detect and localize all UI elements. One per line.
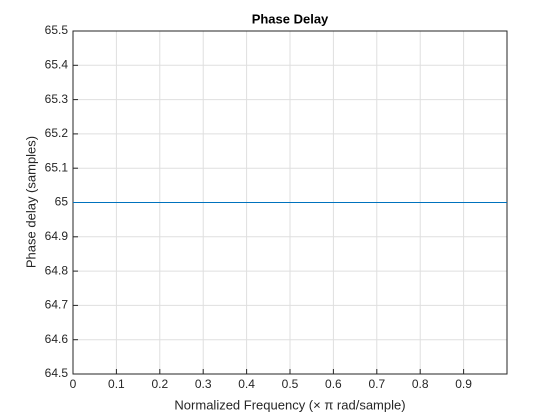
x-tick-label: 0.3 [195, 377, 212, 391]
x-axis-label: Normalized Frequency (× π rad/sample) [174, 397, 405, 412]
x-tick-label: 0.4 [238, 377, 255, 391]
x-tick-label: 0.8 [412, 377, 429, 391]
y-tick-label: 64.7 [45, 298, 69, 312]
x-tick-label: 0.5 [282, 377, 299, 391]
y-tick-label: 64.5 [45, 366, 69, 380]
x-tick-label: 0.1 [108, 377, 125, 391]
y-tick-label: 65.3 [45, 92, 69, 106]
y-tick-label: 65.1 [45, 160, 69, 174]
y-tick-label: 64.8 [45, 263, 69, 277]
x-tick-label: 0.6 [325, 377, 342, 391]
y-tick-label: 64.6 [45, 332, 69, 346]
x-tick-label: 0.2 [151, 377, 168, 391]
y-tick-label: 65 [55, 195, 69, 209]
y-tick-label: 64.9 [45, 229, 69, 243]
chart-title: Phase Delay [252, 11, 329, 26]
x-tick-label: 0.9 [455, 377, 472, 391]
y-tick-label: 65.4 [45, 57, 69, 71]
x-tick-label: 0 [70, 377, 77, 391]
y-tick-label: 65.2 [45, 126, 69, 140]
x-tick-label: 0.7 [368, 377, 385, 391]
y-axis-label: Phase delay (samples) [23, 136, 38, 268]
y-tick-label: 65.5 [45, 23, 69, 37]
